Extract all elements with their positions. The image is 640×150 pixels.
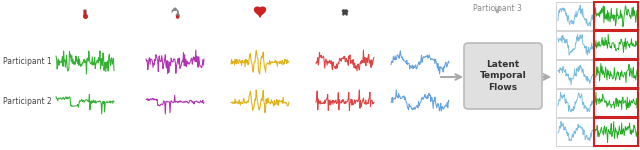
Bar bbox=[556, 89, 638, 117]
Bar bbox=[594, 31, 638, 59]
Circle shape bbox=[347, 11, 348, 12]
Text: Participant 2: Participant 2 bbox=[3, 98, 52, 106]
Polygon shape bbox=[255, 7, 266, 17]
Bar bbox=[556, 60, 638, 88]
FancyBboxPatch shape bbox=[464, 43, 542, 109]
Circle shape bbox=[177, 14, 179, 16]
Circle shape bbox=[177, 16, 179, 18]
Text: Participant 1: Participant 1 bbox=[3, 57, 52, 66]
Bar bbox=[556, 31, 638, 59]
Circle shape bbox=[344, 10, 345, 11]
Circle shape bbox=[342, 10, 343, 11]
Circle shape bbox=[84, 15, 87, 18]
Circle shape bbox=[343, 10, 344, 11]
FancyBboxPatch shape bbox=[84, 10, 86, 16]
Bar bbox=[594, 2, 638, 30]
Circle shape bbox=[346, 10, 347, 11]
Ellipse shape bbox=[346, 11, 347, 15]
Bar bbox=[594, 89, 638, 117]
Bar bbox=[556, 118, 638, 146]
Text: Latent
Temporal
Flows: Latent Temporal Flows bbox=[479, 60, 526, 92]
Bar bbox=[556, 2, 638, 30]
Circle shape bbox=[174, 8, 176, 10]
Bar bbox=[594, 118, 638, 146]
Text: Participant 3: Participant 3 bbox=[472, 4, 522, 13]
Circle shape bbox=[345, 10, 346, 11]
Circle shape bbox=[344, 11, 345, 12]
Ellipse shape bbox=[343, 11, 345, 15]
Bar bbox=[594, 60, 638, 88]
